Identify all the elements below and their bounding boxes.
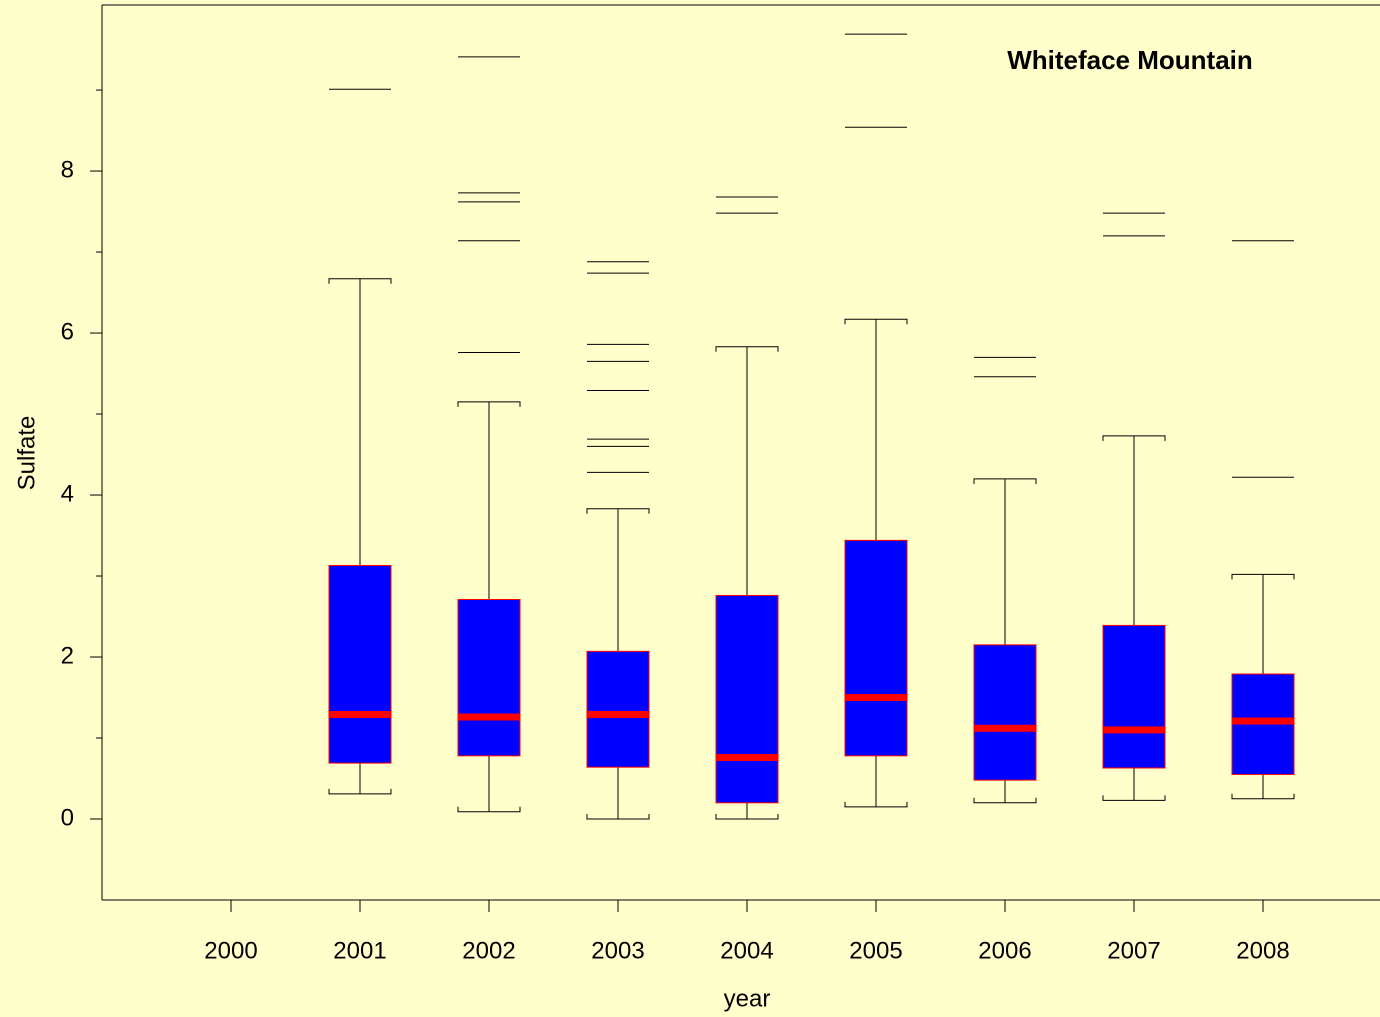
whisker-cap-low [715,814,779,820]
whisker-cap-high [328,278,392,284]
x-tick-label: 2001 [333,937,386,964]
y-axis-label: Sulfate [13,416,40,491]
y-tick-label: 4 [61,480,74,507]
y-tick-label: 8 [61,156,74,183]
x-axis-label: year [724,985,771,1012]
whisker-cap-high [1102,435,1166,441]
x-tick-label: 2008 [1236,937,1289,964]
box [1102,624,1166,769]
whisker-cap-high [844,318,908,325]
x-tick-label: 2005 [849,937,902,964]
whisker-cap-high [457,401,521,407]
whisker-cap-low [1231,793,1295,800]
y-tick-label: 6 [61,318,74,345]
box [457,599,521,757]
whisker-cap-high [973,478,1037,484]
box [586,650,650,768]
whisker-cap-low [844,801,908,808]
box [715,594,779,804]
whisker-cap-high [1231,573,1295,580]
whisker-cap-low [457,806,521,813]
y-tick-label: 0 [61,804,74,831]
whisker-cap-low [328,788,392,795]
whisker-cap-high [586,508,650,514]
box [328,564,392,764]
y-tick-label: 2 [61,642,74,669]
x-tick-label: 2007 [1107,937,1160,964]
x-tick-label: 2000 [204,937,257,964]
x-tick-label: 2006 [978,937,1031,964]
x-tick-label: 2004 [720,937,773,964]
whisker-cap-low [586,814,650,820]
whisker-cap-low [973,797,1037,804]
whisker-cap-low [1102,795,1166,801]
box [973,644,1037,781]
whisker-cap-high [715,346,779,352]
x-tick-label: 2003 [591,937,644,964]
chart-title: Whiteface Mountain [1007,45,1253,75]
x-tick-label: 2002 [462,937,515,964]
box [844,539,908,757]
